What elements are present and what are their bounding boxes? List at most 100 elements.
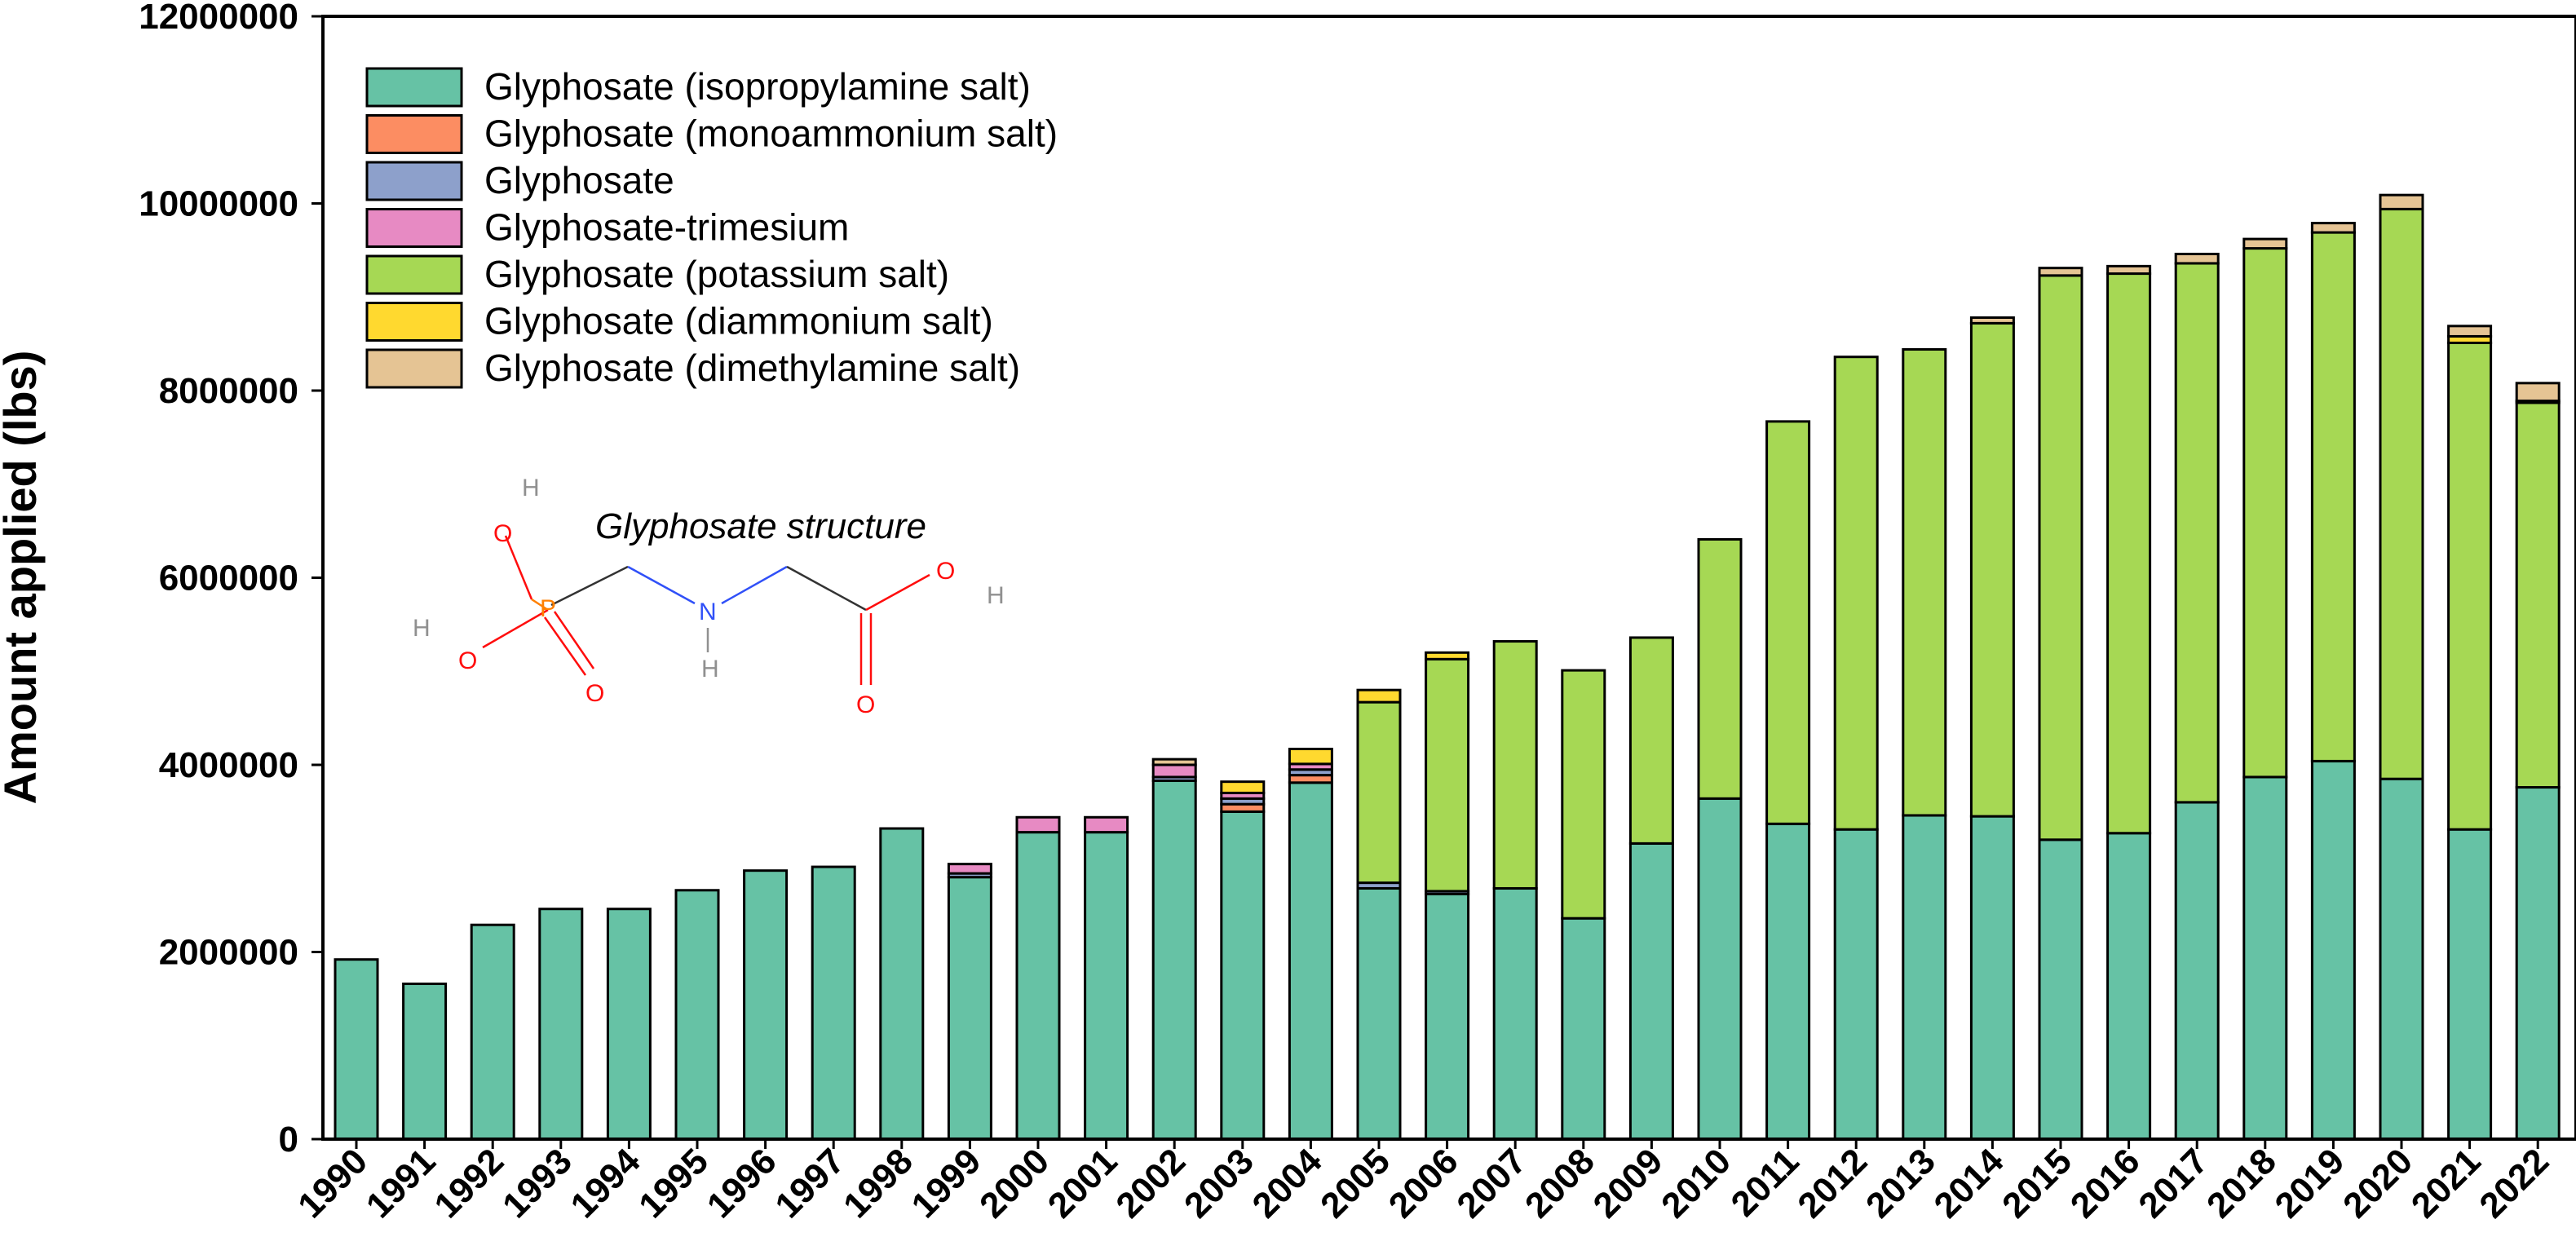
x-tick-label-2009: 2009 xyxy=(1586,1141,1671,1226)
bar-2010-series-4 xyxy=(1697,537,1743,800)
bar-2008-series-0 xyxy=(1561,917,1606,1141)
bar-2007-series-0 xyxy=(1492,886,1538,1141)
bar-2011-series-0 xyxy=(1765,822,1811,1141)
x-tick-label-2003: 2003 xyxy=(1177,1141,1261,1226)
x-tick-label-1992: 1992 xyxy=(426,1141,511,1226)
bar-2002-series-3 xyxy=(1151,763,1197,779)
bar-1994-series-0 xyxy=(606,908,652,1141)
bar-1991-series-0 xyxy=(402,983,448,1141)
bar-2020-series-0 xyxy=(2379,777,2424,1141)
bar-1990-series-0 xyxy=(334,958,379,1141)
legend-swatch-0 xyxy=(365,67,463,108)
bar-1995-series-0 xyxy=(674,889,720,1141)
y-tick-label-0: 0 xyxy=(279,1120,298,1160)
bar-1999-series-3 xyxy=(947,863,992,875)
bar-2009-series-0 xyxy=(1628,842,1674,1141)
x-tick-label-2018: 2018 xyxy=(2199,1141,2284,1226)
x-tick-label-1995: 1995 xyxy=(631,1141,716,1226)
atom-h-left: H xyxy=(413,615,431,642)
bar-2022-series-0 xyxy=(2515,786,2561,1141)
legend-label-3: Glyphosate-trimesium xyxy=(484,206,849,249)
x-tick-label-1997: 1997 xyxy=(767,1141,852,1226)
bar-2022-series-4 xyxy=(2515,401,2561,789)
x-tick-label-2000: 2000 xyxy=(972,1141,1057,1226)
x-tick-label-2005: 2005 xyxy=(1313,1141,1398,1226)
bar-2012-series-0 xyxy=(1833,828,1879,1141)
x-tick-label-2002: 2002 xyxy=(1108,1141,1193,1226)
bar-2009-series-4 xyxy=(1628,636,1674,845)
bar-2018-series-6 xyxy=(2242,237,2288,250)
legend-swatch-1 xyxy=(365,114,463,154)
atom-o-left: O xyxy=(458,647,477,674)
legend-swatch-5 xyxy=(365,302,463,342)
bar-2013-series-4 xyxy=(1902,348,1947,817)
bar-2017-series-0 xyxy=(2174,801,2220,1141)
bar-2003-series-0 xyxy=(1220,810,1266,1141)
x-tick-label-1991: 1991 xyxy=(359,1141,444,1226)
bar-2005-series-5 xyxy=(1356,688,1402,704)
atom-o-bottom-right: O xyxy=(856,691,875,718)
x-tick-label-2013: 2013 xyxy=(1858,1141,1943,1226)
x-tick-label-1993: 1993 xyxy=(495,1141,580,1226)
bar-2008-series-4 xyxy=(1561,669,1606,920)
y-tick-label-8000000: 8000000 xyxy=(159,371,298,411)
bar-1999-series-0 xyxy=(947,876,992,1141)
y-tick-label-2000000: 2000000 xyxy=(159,933,298,973)
legend-swatch-2 xyxy=(365,161,463,201)
bar-2022-series-6 xyxy=(2515,382,2561,403)
bar-2019-series-4 xyxy=(2310,231,2356,762)
bar-2002-series-6 xyxy=(1151,758,1197,766)
legend-label-0: Glyphosate (isopropylamine salt) xyxy=(484,65,1031,108)
bar-2011-series-4 xyxy=(1765,420,1811,825)
bar-1992-series-0 xyxy=(470,923,515,1141)
bar-2021-series-0 xyxy=(2447,828,2493,1141)
x-tick-label-1998: 1998 xyxy=(836,1141,921,1226)
bar-2019-series-6 xyxy=(2310,222,2356,234)
x-tick-label-2006: 2006 xyxy=(1381,1141,1466,1226)
x-tick-label-2004: 2004 xyxy=(1245,1141,1330,1226)
atom-p: P xyxy=(540,595,556,622)
x-tick-label-2010: 2010 xyxy=(1654,1141,1739,1226)
bar-2014-series-6 xyxy=(1969,316,2015,325)
bar-2004-series-0 xyxy=(1288,781,1333,1141)
x-tick-label-1996: 1996 xyxy=(700,1141,784,1226)
bar-2018-series-4 xyxy=(2242,247,2288,779)
x-tick-label-2017: 2017 xyxy=(2131,1141,2216,1226)
legend-swatch-3 xyxy=(365,208,463,248)
x-tick-label-1990: 1990 xyxy=(290,1141,375,1226)
structure-bonds xyxy=(482,535,930,685)
y-tick-label-4000000: 4000000 xyxy=(159,745,298,785)
x-tick-label-2012: 2012 xyxy=(1790,1141,1875,1226)
bar-2017-series-4 xyxy=(2174,262,2220,804)
x-tick-label-2021: 2021 xyxy=(2404,1141,2489,1226)
x-tick-label-2016: 2016 xyxy=(2063,1141,2148,1226)
legend-label-2: Glyphosate xyxy=(484,159,674,201)
y-tick-label-6000000: 6000000 xyxy=(159,559,298,599)
bar-2021-series-4 xyxy=(2447,341,2493,831)
bar-2015-series-4 xyxy=(2038,274,2083,842)
legend-swatch-6 xyxy=(365,348,463,389)
bar-2016-series-6 xyxy=(2106,264,2152,276)
bar-2003-series-5 xyxy=(1220,780,1266,794)
bar-2005-series-4 xyxy=(1356,700,1402,885)
x-tick-label-2019: 2019 xyxy=(2268,1141,2353,1226)
bar-2015-series-0 xyxy=(2038,838,2083,1141)
x-tick-label-2015: 2015 xyxy=(1995,1141,2079,1226)
bar-1997-series-0 xyxy=(811,865,856,1141)
atom-o-right: O xyxy=(936,558,955,585)
atom-h-top: H xyxy=(522,475,540,501)
bar-2010-series-0 xyxy=(1697,797,1743,1141)
x-tick-label-1999: 1999 xyxy=(904,1141,989,1226)
atom-h-n: H xyxy=(701,656,719,683)
bar-2014-series-4 xyxy=(1969,321,2015,818)
bar-2013-series-0 xyxy=(1902,814,1947,1141)
x-tick-label-2014: 2014 xyxy=(1927,1141,2012,1226)
bar-1996-series-0 xyxy=(743,869,789,1141)
structure-title: Glyphosate structure xyxy=(595,506,926,546)
legend: Glyphosate (isopropylamine salt) Glyphosa… xyxy=(365,65,1058,389)
bar-2020-series-6 xyxy=(2379,193,2424,210)
x-tick-label-2020: 2020 xyxy=(2335,1141,2420,1226)
bar-2019-series-0 xyxy=(2310,759,2356,1141)
y-tick-label-10000000: 10000000 xyxy=(139,184,298,224)
